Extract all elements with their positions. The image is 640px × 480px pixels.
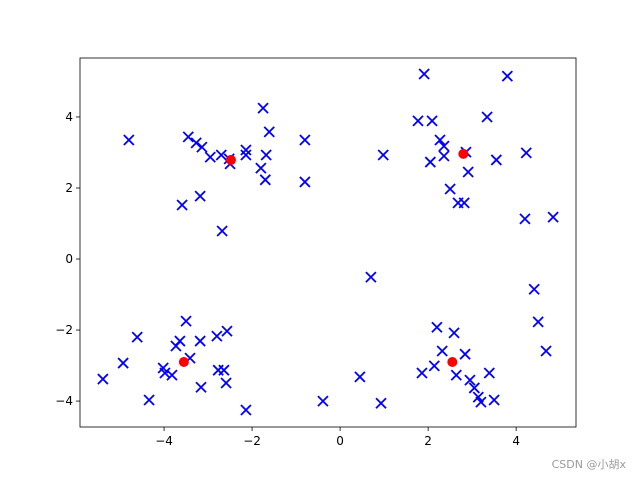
data-point-x	[180, 315, 192, 327]
data-point-x	[257, 102, 269, 114]
x-tick-label: −2	[243, 434, 261, 448]
data-point-x	[501, 70, 513, 82]
data-point-x	[299, 176, 311, 188]
data-point-x	[240, 404, 252, 416]
data-point-x	[143, 394, 155, 406]
data-point-x	[131, 331, 143, 343]
data-point-x	[438, 150, 450, 162]
data-point-x	[444, 183, 456, 195]
plot-area	[80, 58, 576, 427]
data-point-x	[428, 360, 440, 372]
data-point-x	[481, 111, 493, 123]
data-point-x	[166, 369, 178, 381]
data-point-x	[174, 335, 186, 347]
data-point-x	[528, 283, 540, 295]
data-point-x	[450, 369, 462, 381]
data-point-x	[354, 371, 366, 383]
data-point-x	[176, 199, 188, 211]
data-point-x	[475, 396, 487, 408]
data-point-x	[519, 213, 531, 225]
data-point-x	[317, 395, 329, 407]
data-point-x	[216, 225, 228, 237]
data-point-x	[260, 149, 272, 161]
data-point-x	[532, 316, 544, 328]
data-point-x	[416, 367, 428, 379]
data-point-x	[365, 271, 377, 283]
data-point-x	[263, 126, 275, 138]
data-point-x	[97, 373, 109, 385]
centroid-point	[447, 357, 458, 368]
data-point-x	[459, 348, 471, 360]
y-tick-label: 4	[65, 110, 73, 124]
data-point-x	[259, 174, 271, 186]
data-point-x	[159, 367, 171, 379]
data-point-x	[299, 134, 311, 146]
data-point-x	[464, 374, 476, 386]
data-point-x	[488, 394, 500, 406]
data-point-x	[436, 345, 448, 357]
data-point-x	[211, 330, 223, 342]
data-point-x	[468, 382, 480, 394]
y-tick-label: −2	[55, 323, 73, 337]
axes-frame	[79, 57, 577, 428]
data-point-x	[418, 68, 430, 80]
data-point-x	[215, 149, 227, 161]
data-point-x	[194, 190, 206, 202]
data-point-x	[483, 367, 495, 379]
centroid-point	[458, 148, 469, 159]
watermark: CSDN @小胡x	[551, 458, 626, 471]
data-point-x	[240, 149, 252, 161]
data-point-x	[434, 134, 446, 146]
data-point-x	[412, 115, 424, 127]
y-tick-label: 2	[65, 181, 73, 195]
centroid-point	[178, 357, 189, 368]
data-point-x	[221, 325, 233, 337]
data-point-x	[520, 147, 532, 159]
data-point-x	[182, 131, 194, 143]
data-point-x	[190, 137, 202, 149]
data-point-x	[448, 327, 460, 339]
data-point-x	[204, 151, 216, 163]
data-point-x	[220, 377, 232, 389]
data-point-x	[240, 144, 252, 156]
data-point-x	[490, 154, 502, 166]
data-point-x	[438, 140, 450, 152]
data-point-x	[117, 357, 129, 369]
y-tick-label: −4	[55, 394, 73, 408]
x-tick-label: 0	[336, 434, 344, 448]
data-point-x	[462, 166, 474, 178]
data-point-x	[375, 397, 387, 409]
centroid-point	[225, 154, 236, 165]
data-point-x	[458, 197, 470, 209]
data-point-x	[431, 321, 443, 333]
data-point-x	[426, 115, 438, 127]
data-point-x	[123, 134, 135, 146]
data-point-x	[424, 156, 436, 168]
data-point-x	[196, 141, 208, 153]
data-point-x	[194, 335, 206, 347]
data-point-x	[195, 381, 207, 393]
data-point-x	[540, 345, 552, 357]
x-tick-label: 4	[512, 434, 520, 448]
data-point-x	[377, 149, 389, 161]
data-point-x	[547, 211, 559, 223]
data-point-x	[255, 162, 267, 174]
data-point-x	[218, 364, 230, 376]
x-tick-label: 2	[424, 434, 432, 448]
x-tick-label: −4	[155, 434, 173, 448]
y-tick-label: 0	[65, 252, 73, 266]
